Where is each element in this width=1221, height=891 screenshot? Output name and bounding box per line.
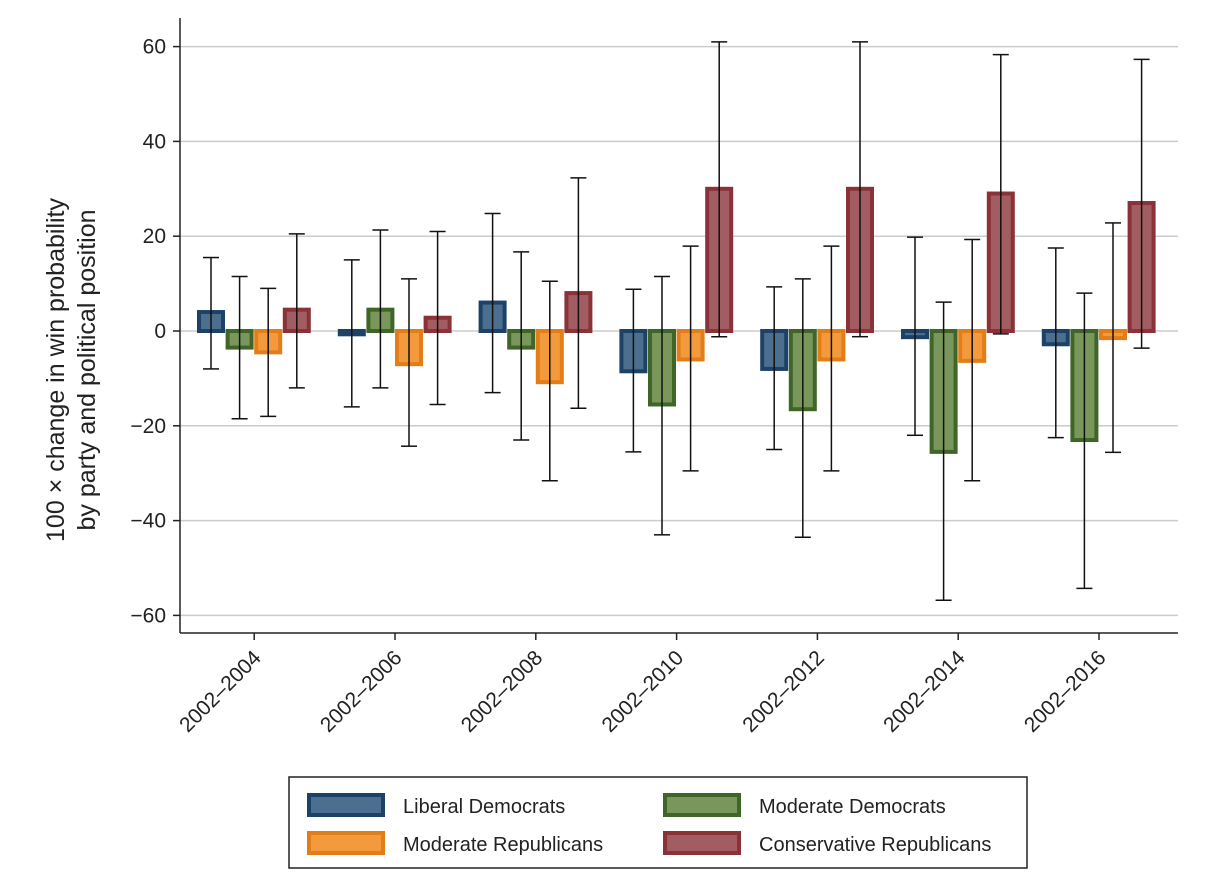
y-tick-label: −60 xyxy=(130,604,166,627)
x-tick-label: 2002–2008 xyxy=(457,646,548,737)
y-tick-label: 20 xyxy=(143,225,166,248)
legend-label: Moderate Democrats xyxy=(759,796,946,818)
y-tick-label: −40 xyxy=(130,510,166,533)
x-tick-labels: 2002–2004 2002–2006 2002–2008 2002–2010 2002… xyxy=(175,646,1110,737)
x-tick-label: 2002–2004 xyxy=(175,646,266,737)
legend: Liberal Democrats Moderate Democrats Moder… xyxy=(288,776,1028,869)
legend-label: Moderate Republicans xyxy=(403,834,603,856)
y-axis-title-line-2: by party and political position xyxy=(73,209,101,530)
legend-label: Conservative Republicans xyxy=(759,834,991,856)
legend-swatch xyxy=(307,793,385,817)
legend-swatch xyxy=(663,831,741,855)
legend-label: Liberal Democrats xyxy=(403,796,565,818)
x-tick-label: 2002–2012 xyxy=(738,646,829,737)
bars xyxy=(197,186,1156,454)
legend-box xyxy=(288,776,1028,869)
legend-swatch xyxy=(663,793,741,817)
y-tick-labels: 60 40 20 0 −20 −40 −60 xyxy=(130,36,166,628)
y-tick-label: 0 xyxy=(154,320,166,343)
x-tick-label: 2002–2010 xyxy=(598,646,689,737)
y-tick-label: 40 xyxy=(143,130,166,153)
x-tick-label: 2002–2014 xyxy=(879,646,970,737)
y-tick-label: 60 xyxy=(143,36,166,59)
axes xyxy=(173,18,1178,640)
x-tick-label: 2002–2016 xyxy=(1020,646,1111,737)
y-tick-label: −20 xyxy=(130,415,166,438)
x-tick-label: 2002–2006 xyxy=(316,646,407,737)
legend-swatch xyxy=(307,831,385,855)
y-axis-title-line-1: 100 × change in win probability xyxy=(42,198,70,542)
error-bars xyxy=(203,41,1150,601)
